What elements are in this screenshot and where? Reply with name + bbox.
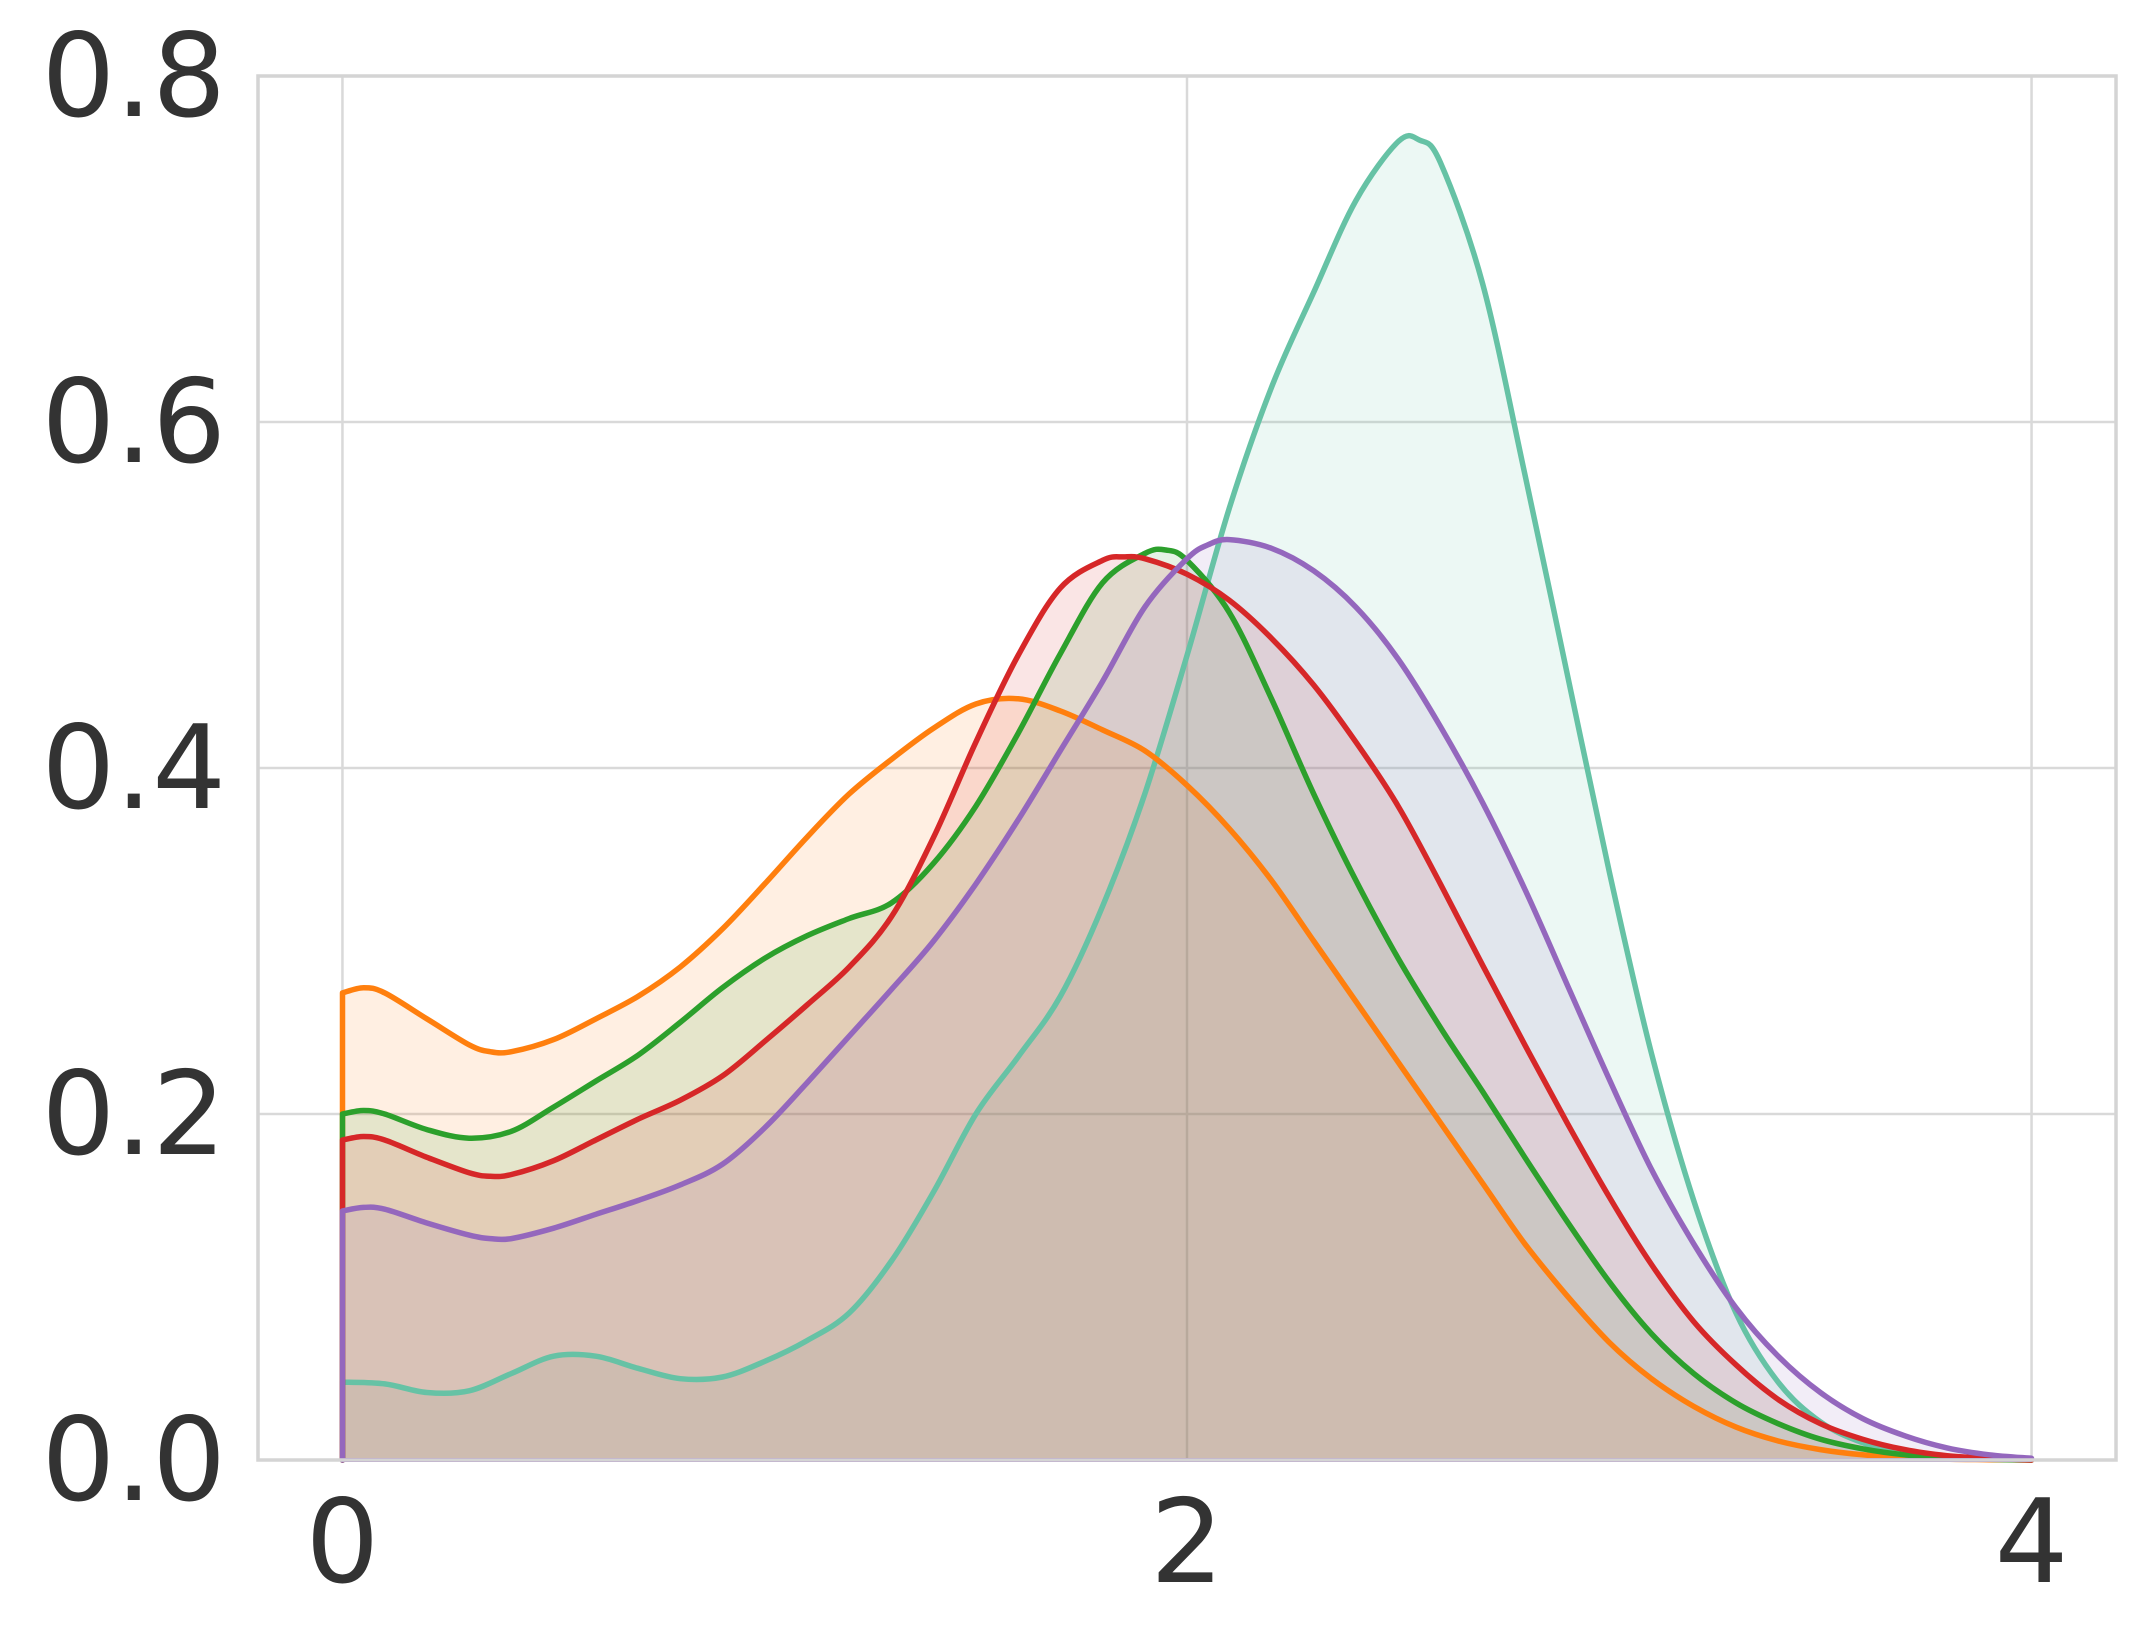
x-tick-label: 2	[1150, 1475, 1224, 1610]
series-1-area	[342, 698, 2032, 1460]
y-tick-labels: 0.0 0.2 0.4 0.6 0.8	[42, 9, 226, 1528]
series-4-area	[342, 539, 2032, 1460]
x-tick-label: 0	[306, 1475, 380, 1610]
y-tick-label: 0.6	[42, 355, 226, 490]
series-4-line	[339, 536, 2035, 1463]
plot-frame	[256, 74, 2118, 1462]
x-tick-label: 4	[1995, 1475, 2069, 1610]
series-1-line	[339, 695, 2035, 1463]
series-2-line	[339, 546, 2035, 1463]
series-3-line	[339, 553, 2035, 1463]
x-tick-labels: 0 2 4	[306, 1475, 2069, 1610]
series-3-area	[342, 556, 2032, 1460]
y-tick-label: 0.8	[42, 9, 226, 144]
series-0-area	[342, 135, 2032, 1461]
density-fills	[342, 135, 2032, 1461]
series-0-line	[339, 133, 2035, 1463]
y-tick-label: 0.2	[42, 1047, 226, 1182]
y-tick-label: 0.4	[42, 701, 226, 836]
y-tick-label: 0.0	[42, 1393, 226, 1528]
series-2-area	[342, 549, 2032, 1460]
